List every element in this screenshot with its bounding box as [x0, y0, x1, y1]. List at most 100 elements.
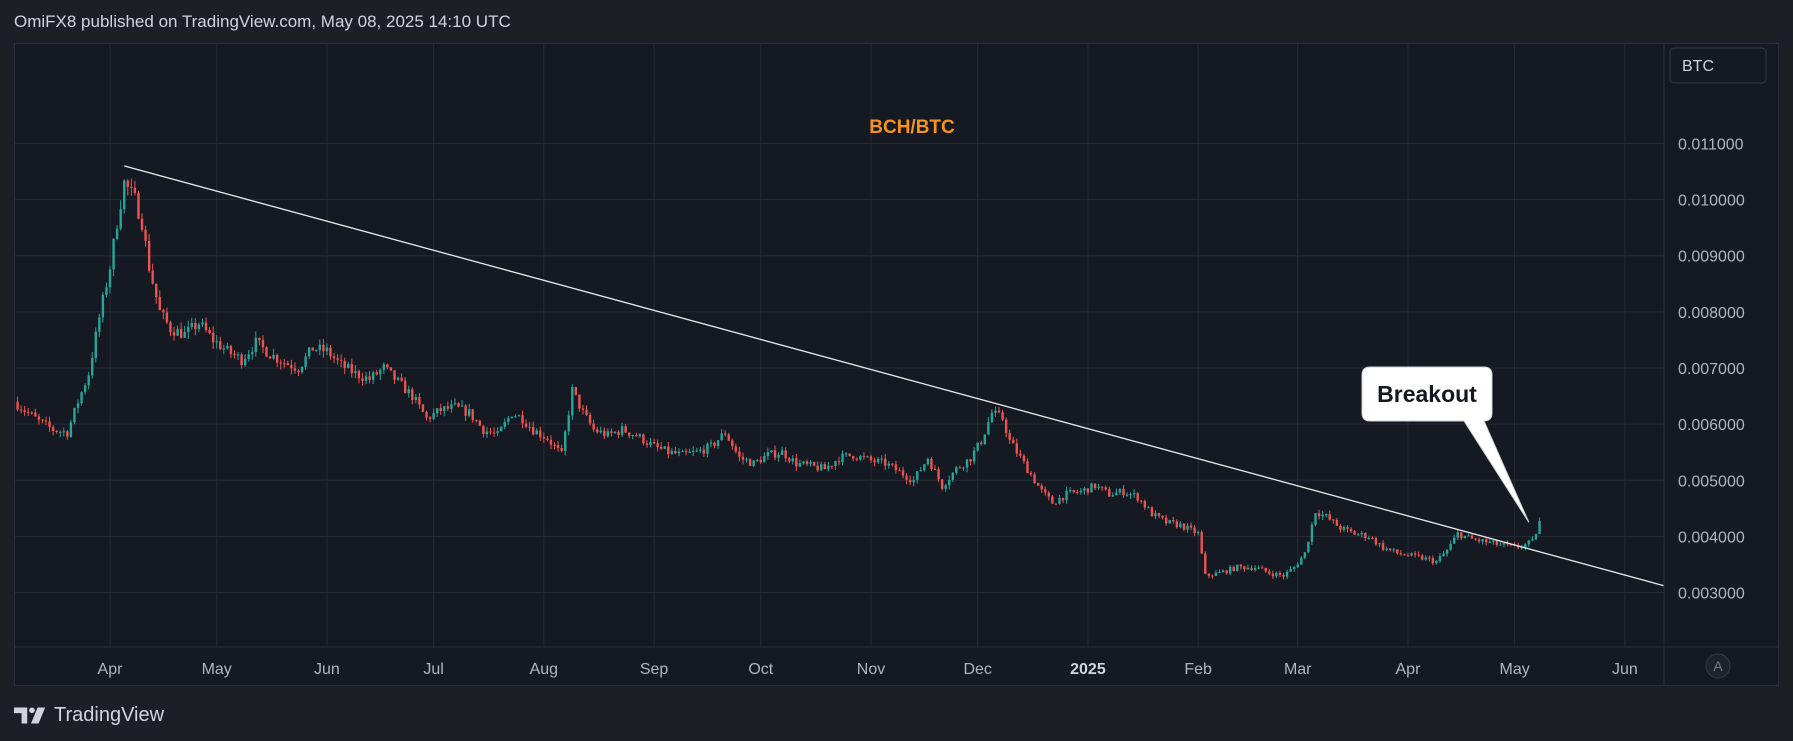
candle-body [706, 443, 709, 454]
candle-body [1218, 571, 1221, 573]
candle-body [187, 326, 190, 333]
candle-body [361, 378, 364, 381]
candle-body [286, 363, 290, 365]
candle-body [304, 356, 307, 367]
candle-body [1058, 497, 1061, 504]
candle-body [823, 464, 826, 470]
candle-body [329, 347, 332, 357]
candle-body [460, 405, 464, 407]
candle-body [549, 439, 553, 445]
candle-body [884, 458, 887, 466]
candle-body [759, 459, 762, 463]
candle-body [432, 413, 435, 419]
candle-body [37, 416, 41, 420]
candle-body [1420, 555, 1424, 560]
candle-body [204, 322, 208, 331]
candle-body [944, 485, 947, 489]
tradingview-brand[interactable]: TradingView [14, 698, 164, 732]
candle-body [457, 403, 460, 407]
candle-body [791, 458, 794, 462]
candle-body [610, 431, 613, 434]
candle-body [275, 354, 279, 363]
candle-body [265, 347, 268, 357]
candle-body [354, 370, 357, 374]
candle-body [624, 426, 627, 433]
candle-body [1260, 567, 1264, 569]
price-tick-label: 0.004000 [1678, 529, 1745, 546]
candle-body [315, 350, 318, 352]
candle-body [112, 238, 115, 270]
candle-body [908, 479, 912, 483]
price-axis[interactable]: 0.011000 0.010000 0.009000 0.008000 0.007000… [1678, 136, 1745, 602]
candle-body [1100, 486, 1104, 488]
auto-scale-circle [1705, 653, 1731, 679]
candle-body [34, 412, 37, 417]
candle-body [837, 461, 841, 463]
time-tick-label: May [1500, 661, 1530, 678]
candle-body [539, 430, 542, 438]
candle-body [1232, 566, 1235, 571]
candle-body [379, 369, 382, 375]
candle-body [692, 451, 695, 453]
candle-body [1157, 513, 1161, 516]
candle-body [439, 408, 442, 412]
candle-body [418, 396, 421, 405]
candle-body [19, 409, 23, 411]
bch-btc-chart[interactable]: BCH/BTC Breakout 0.011000 0.010000 0.00900… [14, 43, 1779, 686]
candle-body [674, 450, 677, 454]
grid [14, 43, 1664, 647]
candle-body [318, 344, 322, 351]
candle-body [940, 479, 944, 489]
candle-body [403, 380, 407, 394]
candle-body [1246, 567, 1250, 570]
candle-body [137, 193, 140, 219]
candle-body [898, 470, 901, 472]
candle-body [98, 317, 101, 332]
auto-scale-button[interactable]: A [1705, 653, 1731, 679]
breakout-callout[interactable]: Breakout [1361, 366, 1530, 523]
candle-body [1456, 532, 1459, 538]
candle-body [1164, 517, 1168, 524]
candle-body [510, 416, 514, 419]
candle-body [1257, 567, 1260, 569]
candle-body [1307, 541, 1310, 553]
candle-body [1029, 473, 1033, 475]
candle-body [546, 438, 549, 440]
currency-selector[interactable]: BTC [1669, 47, 1767, 84]
candle-body [1211, 575, 1214, 577]
candle-body [343, 360, 346, 369]
candle-body [492, 432, 496, 434]
candle-body [364, 376, 368, 381]
descending-trendline[interactable] [124, 165, 1665, 587]
candle-body [1033, 474, 1036, 484]
candle-body [1015, 443, 1019, 454]
candle-body [1449, 543, 1452, 550]
candle-body [699, 449, 702, 451]
candle-body [1392, 549, 1395, 551]
candle-body [435, 408, 439, 414]
candle-body [990, 412, 994, 423]
publish-info: OmiFX8 published on TradingView.com, May… [14, 12, 511, 31]
candle-body [994, 410, 997, 413]
candle-body [901, 470, 905, 476]
candle-body [155, 283, 158, 298]
candle-body [1132, 493, 1136, 495]
candle-body [756, 459, 759, 461]
candle-body [1179, 523, 1182, 528]
time-axis[interactable]: Apr May Jun Jul Aug Sep Oct Nov Dec 2025 Feb Mar Apr… [98, 661, 1638, 678]
candle-body [720, 433, 723, 441]
candle-body [635, 435, 638, 437]
candle-body [421, 404, 425, 412]
candle-body [482, 425, 485, 435]
candle-body [307, 347, 311, 357]
candle-body [1111, 495, 1115, 497]
candle-body [1417, 554, 1420, 556]
candle-body [866, 456, 869, 458]
candle-body [645, 443, 649, 445]
candle-body [553, 444, 556, 446]
candle-body [770, 450, 773, 453]
candle-body [1289, 568, 1292, 572]
candle-body [30, 412, 33, 414]
price-tick-label: 0.010000 [1678, 193, 1745, 210]
candle-body [581, 408, 585, 410]
